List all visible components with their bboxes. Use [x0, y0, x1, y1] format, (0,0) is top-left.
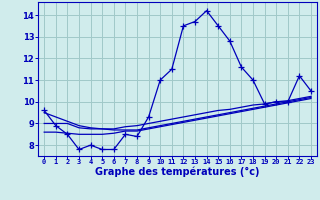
X-axis label: Graphe des températures (°c): Graphe des températures (°c): [95, 166, 260, 177]
